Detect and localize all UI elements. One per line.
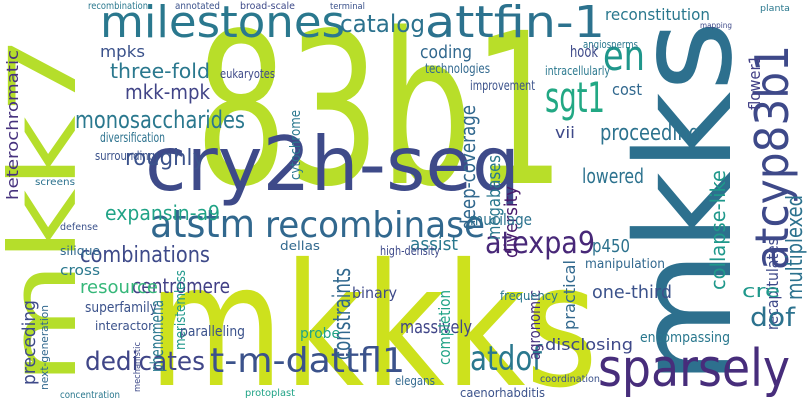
word: sparsely: [598, 339, 790, 399]
word: atstm: [150, 202, 255, 246]
word: elegans: [395, 374, 435, 388]
word: centromere: [132, 274, 230, 298]
word: collapse-like: [706, 170, 730, 290]
word: en: [603, 31, 645, 80]
word: probe: [300, 326, 340, 342]
word: coding: [420, 42, 472, 63]
word: coordination: [540, 374, 600, 385]
word: proceeding: [600, 121, 700, 146]
word: monosaccharides: [75, 106, 245, 134]
word: p450: [592, 236, 630, 257]
word: atdof: [470, 339, 543, 379]
word: practical: [560, 260, 579, 330]
word: preceding: [19, 300, 40, 385]
word: mucilage: [470, 210, 532, 229]
word: mapping: [700, 21, 732, 30]
word: mkk7: [0, 35, 97, 385]
word: sgt1: [545, 73, 605, 122]
word: disclosing: [545, 335, 633, 354]
word: heterochromatic: [3, 50, 22, 200]
word: reconstitution: [605, 5, 710, 24]
word: mkks: [608, 20, 762, 385]
word: diversity: [501, 186, 522, 258]
word: mechanistic: [133, 342, 143, 392]
word: cost: [612, 80, 642, 99]
word: t-m-dattfl1: [210, 341, 405, 381]
word: intracellularly: [545, 64, 610, 78]
word: mpks: [100, 42, 145, 61]
word: expansin-a9: [105, 201, 220, 225]
word: next-generation: [38, 305, 51, 390]
word: hook: [570, 42, 599, 61]
word: meristemless: [173, 270, 189, 350]
word: mkkks: [148, 228, 598, 404]
word: three-fold: [110, 59, 210, 83]
word: concentration: [60, 390, 120, 401]
word: deep-coverage: [456, 105, 480, 230]
word: assist: [410, 234, 458, 255]
word: manipulation: [585, 257, 665, 272]
word: superfamily: [85, 300, 157, 316]
word: improvement: [470, 79, 535, 94]
word: cytochrome: [288, 110, 304, 180]
word: multiplexed: [783, 195, 808, 300]
word: screens: [35, 177, 75, 188]
word: angiosperms: [583, 38, 638, 51]
word: catalog: [340, 10, 425, 38]
word: high-density: [380, 244, 440, 258]
word: atexpa9: [485, 226, 595, 261]
word: attfin-1: [425, 0, 605, 48]
word: diversification: [100, 131, 165, 146]
word: dellas: [280, 239, 320, 253]
word: paralleling: [180, 324, 245, 340]
word: broad-scale: [240, 1, 295, 12]
word: protoplast: [245, 388, 295, 399]
word: encompassing: [640, 330, 730, 346]
word: 83b1: [195, 0, 565, 233]
word: cry2h-seq: [145, 120, 520, 208]
word: annotated: [175, 1, 220, 12]
word: cre: [742, 281, 780, 302]
word: milestones: [100, 0, 345, 48]
word: completion: [435, 290, 454, 365]
word: interactor: [95, 319, 153, 333]
word: planta: [760, 4, 790, 14]
word: recombinase: [265, 205, 485, 246]
word: one-third: [592, 282, 672, 303]
word: lowered: [582, 164, 644, 188]
word: frequency: [500, 289, 558, 303]
word: combinations: [80, 243, 210, 268]
word: flower1: [745, 55, 764, 110]
word: terminal: [330, 2, 365, 12]
word: binary: [352, 284, 397, 302]
word: cross: [60, 263, 100, 279]
word: megabases: [484, 155, 505, 240]
word: eukaryotes: [220, 67, 275, 81]
word: recapitulates: [763, 238, 782, 330]
word: caenorhabditis: [460, 386, 545, 400]
word: recombination: [88, 1, 148, 12]
word: silique: [60, 244, 100, 258]
word: mkk-mpk: [125, 80, 210, 104]
word: resource: [80, 277, 158, 298]
word: constraints: [328, 268, 356, 360]
word: atcyp83b1: [745, 45, 799, 270]
word: defense: [60, 222, 98, 233]
word: dedicates: [85, 347, 205, 377]
word: dof: [750, 303, 796, 333]
word: technologies: [425, 62, 490, 77]
word: phenomena: [147, 300, 168, 372]
word: massively: [400, 317, 472, 338]
word: vii: [555, 123, 575, 142]
word: agronomic: [525, 290, 544, 360]
word: surrounding: [95, 149, 155, 163]
word: roughly: [125, 146, 205, 171]
